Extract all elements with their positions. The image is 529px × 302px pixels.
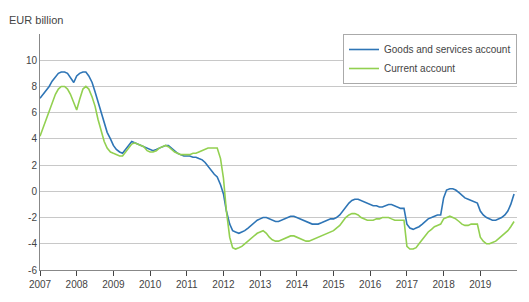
svg-text:2010: 2010	[139, 279, 162, 290]
svg-text:2015: 2015	[322, 279, 345, 290]
svg-text:2011: 2011	[176, 279, 198, 290]
svg-text:10: 10	[26, 55, 38, 66]
svg-text:2007: 2007	[29, 279, 52, 290]
svg-text:2017: 2017	[396, 279, 419, 290]
svg-text:2013: 2013	[249, 279, 272, 290]
svg-text:6: 6	[31, 107, 37, 118]
svg-text:2: 2	[31, 160, 37, 171]
svg-text:0: 0	[31, 186, 37, 197]
svg-text:-6: -6	[28, 265, 37, 276]
svg-text:2014: 2014	[286, 279, 309, 290]
svg-text:2018: 2018	[432, 279, 455, 290]
svg-text:-4: -4	[28, 238, 37, 249]
svg-text:2008: 2008	[66, 279, 89, 290]
svg-text:4: 4	[31, 133, 37, 144]
svg-text:2009: 2009	[102, 279, 125, 290]
svg-text:2019: 2019	[469, 279, 492, 290]
svg-text:-2: -2	[28, 212, 37, 223]
svg-text:8: 8	[31, 81, 37, 92]
svg-text:Current account: Current account	[384, 63, 455, 74]
svg-text:2012: 2012	[212, 279, 235, 290]
svg-text:Goods and services account: Goods and services account	[384, 44, 510, 55]
svg-text:EUR billion: EUR billion	[9, 14, 63, 26]
svg-text:2016: 2016	[359, 279, 382, 290]
